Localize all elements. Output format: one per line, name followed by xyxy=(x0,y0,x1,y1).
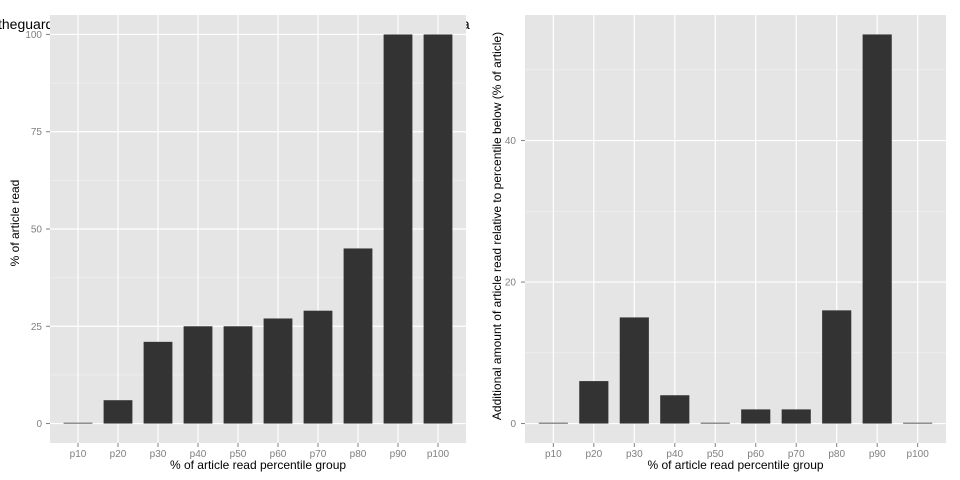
left-bar-p40 xyxy=(183,326,213,424)
right-x-tick-label: p20 xyxy=(585,449,602,460)
right-bar-p90 xyxy=(862,34,892,424)
left-x-tick-label: p50 xyxy=(230,449,247,460)
left-bar-p10 xyxy=(63,422,93,424)
left-x-tick-label: p30 xyxy=(150,449,167,460)
right-x-axis-label: % of article read percentile group xyxy=(647,458,823,472)
left-bar-p100 xyxy=(423,34,453,424)
right-chart: 0 20 40 p10 p20 p30 p40 p50 p60 p70 p80 p90 p100 % of… xyxy=(490,15,946,472)
left-y-tick-label: 100 xyxy=(25,30,42,41)
left-bar-p50 xyxy=(223,326,253,424)
right-x-tick-label: p30 xyxy=(626,449,643,460)
left-y-tick-label: 50 xyxy=(31,225,43,236)
right-x-tick-label: p80 xyxy=(828,449,845,460)
left-bar-p90 xyxy=(383,34,413,424)
right-y-tick-label: 20 xyxy=(505,278,517,289)
left-x-tick-label: p10 xyxy=(70,449,87,460)
right-bar-p80 xyxy=(822,310,852,424)
left-x-tick-label: p60 xyxy=(270,449,287,460)
right-bar-p100 xyxy=(903,422,933,424)
right-x-tick-label: p60 xyxy=(747,449,764,460)
left-y-axis-label: % of article read xyxy=(8,180,22,267)
left-y-tick-label: 25 xyxy=(31,322,43,333)
left-x-axis-label: % of article read percentile group xyxy=(170,458,346,472)
left-bar-p80 xyxy=(343,248,373,424)
left-y-tick-label: 75 xyxy=(31,127,43,138)
right-x-tick-label: p70 xyxy=(788,449,805,460)
right-x-tick-label: p10 xyxy=(545,449,562,460)
right-x-tick-label: p40 xyxy=(666,449,683,460)
right-y-tick-label: 0 xyxy=(510,419,516,430)
right-y-tick-label: 40 xyxy=(505,136,517,147)
left-x-tick-label: p40 xyxy=(190,449,207,460)
right-x-tick-label: p100 xyxy=(907,449,930,460)
left-bar-p70 xyxy=(303,310,333,424)
left-bar-p60 xyxy=(263,318,293,424)
right-bar-p10 xyxy=(538,422,568,424)
right-bar-p20 xyxy=(579,381,609,424)
left-x-tick-label: p100 xyxy=(427,449,450,460)
left-chart: 0 25 50 75 100 p10 p20 p30 p40 p50 p60 p70 p80 p90 p10… xyxy=(8,15,466,472)
left-x-tick-label: p90 xyxy=(390,449,407,460)
left-x-tick-label: p70 xyxy=(310,449,327,460)
right-x-tick-label: p90 xyxy=(869,449,886,460)
left-bar-p20 xyxy=(103,400,133,424)
right-bar-p30 xyxy=(619,317,649,424)
right-x-tick-label: p50 xyxy=(707,449,724,460)
left-y-tick-label: 0 xyxy=(36,419,42,430)
left-x-tick-label: p80 xyxy=(350,449,367,460)
right-y-axis-label: Additional amount of article read relati… xyxy=(490,32,504,420)
right-bar-p70 xyxy=(781,409,811,424)
right-bar-p60 xyxy=(741,409,771,424)
right-bar-p50 xyxy=(700,422,730,424)
right-bar-p40 xyxy=(660,395,690,424)
left-x-tick-label: p20 xyxy=(110,449,127,460)
left-bar-p30 xyxy=(143,341,173,424)
